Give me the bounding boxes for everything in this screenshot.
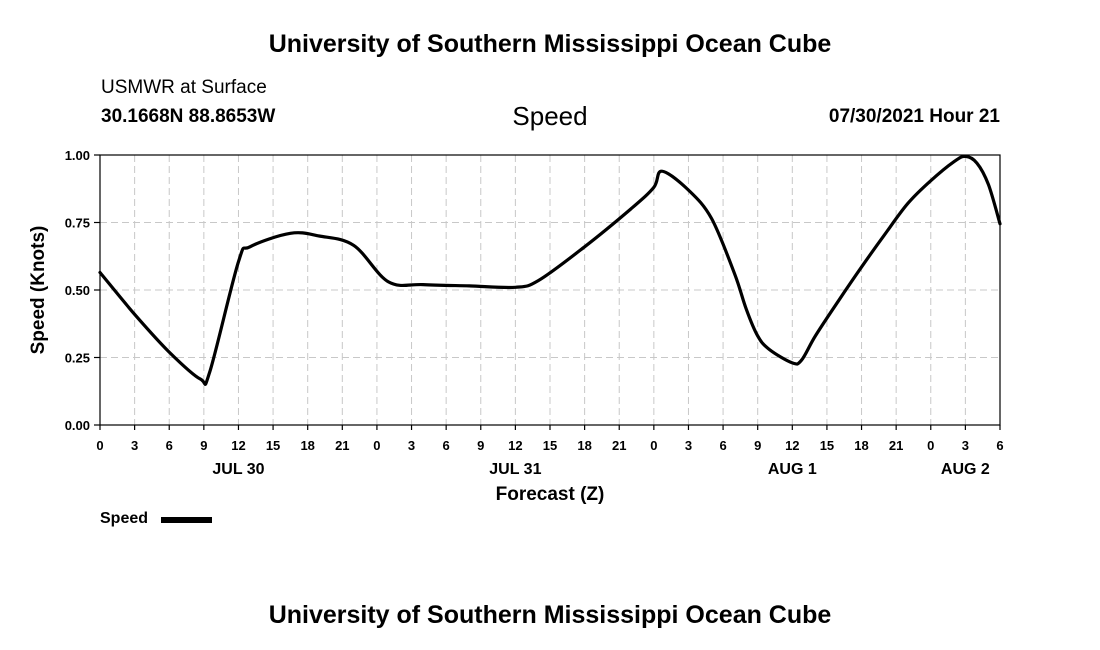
x-tick-label: 21 (889, 438, 903, 453)
x-tick-label: 9 (754, 438, 761, 453)
date-label: JUL 30 (212, 461, 264, 478)
x-tick-label: 0 (650, 438, 657, 453)
x-tick-label: 18 (300, 438, 314, 453)
station-label: USMWR at Surface (101, 77, 267, 98)
x-tick-label: 15 (266, 438, 280, 453)
y-tick-label: 1.00 (65, 148, 90, 163)
timestamp-label: 07/30/2021 Hour 21 (828, 106, 1000, 127)
y-tick-label: 0.50 (65, 283, 90, 298)
x-tick-label: 0 (373, 438, 380, 453)
legend-swatch (161, 517, 212, 523)
plot-title: Speed (512, 101, 588, 131)
x-tick-label: 12 (231, 438, 245, 453)
date-label: AUG 1 (768, 461, 817, 478)
x-tick-label: 21 (612, 438, 626, 453)
y-tick-label: 0.75 (65, 216, 90, 231)
x-tick-label: 3 (131, 438, 138, 453)
y-tick-label: 0.25 (65, 351, 90, 366)
x-tick-label: 3 (408, 438, 415, 453)
date-label: JUL 31 (489, 461, 541, 478)
y-axis-label: Speed (Knots) (28, 226, 49, 355)
x-tick-label: 18 (854, 438, 868, 453)
y-tick-label: 0.00 (65, 418, 90, 433)
x-tick-label: 18 (577, 438, 591, 453)
legend-label: Speed (100, 510, 149, 527)
chart-title-bottom: University of Southern Mississippi Ocean… (268, 601, 832, 629)
x-axis-date-labels: JUL 30 JUL 31 AUG 1 AUG 2 (212, 461, 990, 478)
date-label: AUG 2 (941, 461, 990, 478)
x-axis-label: Forecast (Z) (496, 484, 605, 505)
x-tick-label: 0 (96, 438, 103, 453)
x-tick-label: 12 (508, 438, 522, 453)
x-tick-label: 15 (543, 438, 557, 453)
x-tick-label: 15 (820, 438, 834, 453)
chart-title-top: University of Southern Mississippi Ocean… (268, 30, 832, 58)
x-tick-label: 6 (719, 438, 726, 453)
x-tick-label: 6 (996, 438, 1003, 453)
x-tick-label: 6 (166, 438, 173, 453)
y-axis-ticks: 0.00 0.25 0.50 0.75 1.00 (65, 148, 100, 433)
x-axis-ticks: 0 3 6 9 12 15 18 21 0 3 6 9 12 15 18 21 0 3 6 9 12 15 18 21 0 3 6 (96, 425, 1004, 453)
x-tick-label: 21 (335, 438, 349, 453)
chart-grid (100, 155, 1000, 425)
x-tick-label: 6 (443, 438, 450, 453)
x-tick-label: 9 (477, 438, 484, 453)
x-tick-label: 3 (685, 438, 692, 453)
coordinates-label: 30.1668N 88.8653W (101, 106, 276, 127)
x-tick-label: 12 (785, 438, 799, 453)
x-tick-label: 3 (962, 438, 969, 453)
series-line-speed (98, 154, 1002, 386)
x-tick-label: 0 (927, 438, 934, 453)
x-tick-label: 9 (200, 438, 207, 453)
